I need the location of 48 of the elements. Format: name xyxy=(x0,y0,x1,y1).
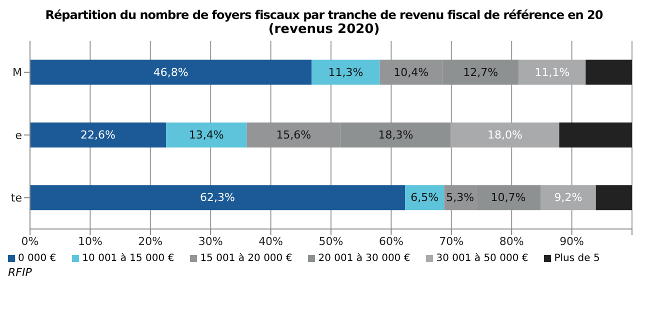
bar xyxy=(518,60,586,85)
x-tick-label: 60% xyxy=(378,234,404,248)
data-label: 18,3% xyxy=(378,128,414,142)
legend-label: 10 001 à 15 000 € xyxy=(82,253,174,264)
data-label: 9,2% xyxy=(554,191,582,204)
data-label: 11,1% xyxy=(534,66,570,79)
bar xyxy=(450,122,560,148)
data-label: 46,8% xyxy=(153,66,188,79)
bar xyxy=(559,122,632,148)
bar xyxy=(596,185,632,210)
x-tick-label: 30% xyxy=(198,234,223,248)
data-label: 18,0% xyxy=(488,128,522,142)
bar xyxy=(586,60,632,85)
data-label: 11,3% xyxy=(328,66,364,79)
data-label: 62,3% xyxy=(200,191,235,204)
x-tick-label: 20% xyxy=(138,234,163,248)
chart-subtitle: (revenus 2020) xyxy=(267,22,381,37)
legend-label: 0 000 € xyxy=(18,253,56,264)
data-label: 13,4% xyxy=(188,128,224,142)
data-label: 10,7% xyxy=(490,191,526,204)
data-label: 6,5% xyxy=(410,191,439,204)
legend-label: 15 001 à 20 000 € xyxy=(200,253,292,264)
bar xyxy=(30,122,166,148)
chart-title: Répartition du nombre de foyers fiscaux par tranche de revenu fiscal de référence en 20 xyxy=(44,8,604,22)
x-tick-label: 90% xyxy=(560,234,584,248)
legend-label: 20 001 à 30 000 € xyxy=(318,253,410,264)
x-tick-label: 50% xyxy=(318,234,344,248)
bar xyxy=(312,60,380,85)
bar xyxy=(30,185,406,210)
data-label: 15,6% xyxy=(276,128,312,142)
data-label: 12,7% xyxy=(463,66,498,79)
data-label: 10,4% xyxy=(394,66,429,79)
x-tick-label: 0% xyxy=(21,234,39,248)
legend-label: Plus de 5 xyxy=(554,253,600,264)
x-tick-label: 40% xyxy=(258,234,284,248)
bar xyxy=(166,122,247,148)
x-tick-label: 10% xyxy=(78,234,102,248)
y-tick-label: e xyxy=(15,128,22,142)
bar xyxy=(30,60,312,85)
data-label: 22,6% xyxy=(80,128,116,142)
text: RFIP xyxy=(8,266,33,279)
y-tick-label: M xyxy=(12,66,22,80)
legend-label: 30 001 à 50 000 € xyxy=(436,253,528,264)
x-tick-label: 80% xyxy=(499,234,524,248)
x-tick-label: 70% xyxy=(439,234,464,248)
y-tick-label: te xyxy=(10,192,22,205)
bar xyxy=(540,185,596,210)
data-label: 5,3% xyxy=(446,191,474,204)
